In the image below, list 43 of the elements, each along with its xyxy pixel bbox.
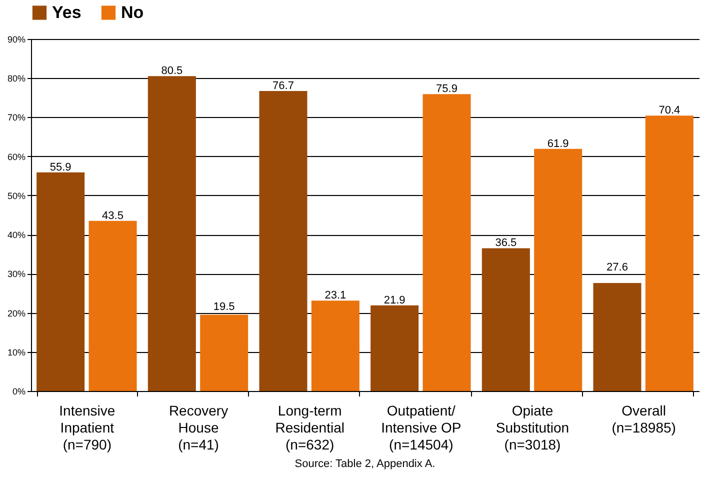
data-label: 70.4 (658, 104, 680, 117)
data-label: 23.1 (324, 290, 346, 302)
y-tick-label: 0% (12, 386, 26, 396)
bar (148, 76, 196, 391)
y-tick-label: 20% (7, 308, 26, 318)
x-tick-label: Recovery House (n=41) (168, 402, 228, 452)
bar (311, 300, 360, 391)
x-tick-label: Opiate Substitution (n=3018) (496, 402, 570, 452)
data-label: 61.9 (547, 138, 569, 150)
bar (593, 283, 642, 391)
y-tick-label: 40% (7, 230, 26, 240)
y-tick-label: 50% (7, 190, 26, 201)
bar (36, 172, 85, 391)
data-label: 75.9 (436, 83, 458, 96)
y-tick-label: 30% (7, 269, 26, 280)
data-label: 27.6 (606, 262, 628, 274)
y-tick-label: 60% (7, 152, 26, 162)
data-label: 43.5 (102, 210, 124, 222)
data-label: 19.5 (213, 300, 235, 313)
source-note: Source: Table 2, Appendix A. (294, 458, 436, 470)
bar (200, 314, 248, 391)
bar (259, 91, 308, 391)
x-tick-label: Long-term Residential (n=632) (275, 402, 344, 452)
bar (482, 248, 530, 391)
bar (534, 148, 582, 391)
y-tick-label: 90% (7, 34, 26, 44)
data-label: 21.9 (384, 294, 406, 306)
y-tick-label: 70% (7, 112, 26, 123)
data-label: 55.9 (50, 161, 72, 174)
bar (422, 94, 471, 391)
legend-label: Yes (52, 2, 82, 22)
data-label: 80.5 (161, 65, 183, 78)
data-label: 36.5 (495, 237, 517, 250)
data-label: 76.7 (272, 80, 294, 92)
bar (370, 305, 419, 391)
bar (88, 220, 137, 391)
x-tick-label: Outpatient/ Intensive OP (n=14504) (381, 402, 462, 452)
x-tick-label: Overall (n=18985) (612, 402, 676, 436)
legend-label: No (121, 2, 144, 22)
x-tick-label: Intensive Inpatient (n=790) (59, 402, 116, 452)
y-tick-label: 10% (7, 347, 26, 358)
y-tick-label: 80% (7, 74, 26, 84)
bar (645, 116, 694, 391)
